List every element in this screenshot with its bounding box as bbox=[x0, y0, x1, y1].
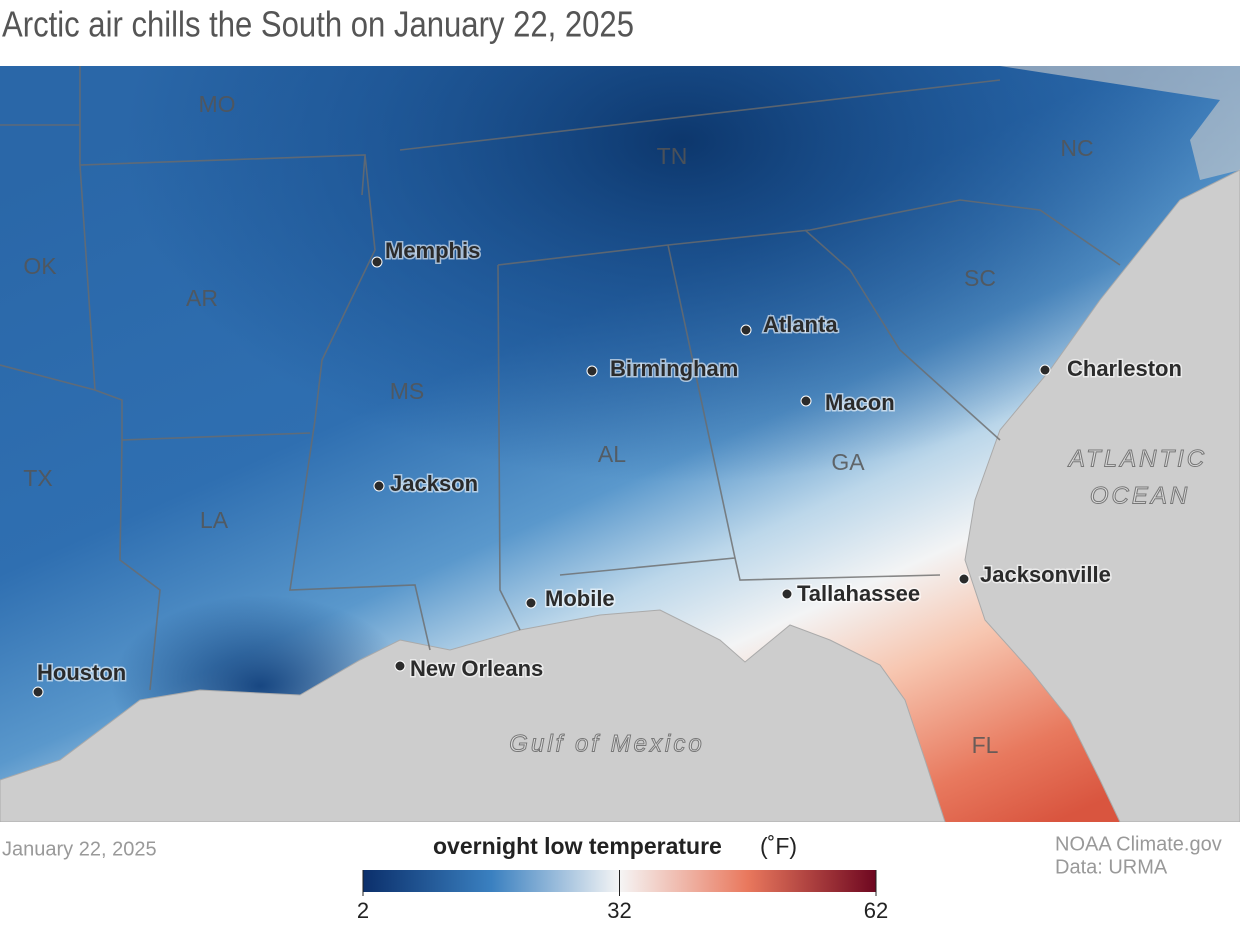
state-borders bbox=[0, 66, 1121, 691]
city-label: Mobile bbox=[545, 586, 615, 611]
city-label: Charleston bbox=[1067, 356, 1182, 381]
colorbar-tick-label: 62 bbox=[864, 898, 888, 923]
city-dot bbox=[1039, 364, 1051, 376]
state-label: MS bbox=[390, 378, 425, 404]
city-label: Atlanta bbox=[763, 312, 838, 337]
legend-title: overnight low temperature bbox=[433, 833, 722, 859]
state-label: NC bbox=[1060, 135, 1093, 161]
city-label: Jacksonville bbox=[980, 562, 1111, 587]
state-label: GA bbox=[831, 449, 865, 475]
state-label: TN bbox=[657, 143, 688, 169]
city-dot bbox=[586, 365, 598, 377]
state-label: OK bbox=[23, 253, 57, 279]
atlantic bbox=[964, 169, 1240, 822]
gulf bbox=[0, 609, 946, 822]
map bbox=[0, 66, 1240, 822]
city-dot bbox=[394, 660, 406, 672]
water-label: ATLANTIC bbox=[1067, 445, 1207, 472]
colorbar-tick-label: 32 bbox=[607, 898, 631, 923]
city-label: Macon bbox=[825, 390, 895, 415]
state-label: AL bbox=[598, 441, 626, 467]
city-label: Tallahassee bbox=[797, 581, 920, 606]
city-dot bbox=[800, 395, 812, 407]
city-dot bbox=[740, 324, 752, 336]
city-dot bbox=[525, 597, 537, 609]
state-label: AR bbox=[186, 285, 218, 311]
city-dot bbox=[371, 256, 383, 268]
city-dot bbox=[373, 480, 385, 492]
city-dot bbox=[781, 588, 793, 600]
state-label: TX bbox=[23, 465, 52, 491]
title: Arctic air chills the South on January 2… bbox=[2, 4, 634, 45]
date: January 22, 2025 bbox=[2, 838, 157, 860]
water-label: OCEAN bbox=[1090, 482, 1190, 509]
colorbar-tick-label: 2 bbox=[357, 898, 369, 923]
state-label: FL bbox=[972, 732, 999, 758]
city-label: Houston bbox=[37, 660, 126, 685]
credit: NOAA Climate.gov bbox=[1055, 833, 1222, 855]
city-label: Jackson bbox=[390, 471, 478, 496]
state-label: LA bbox=[200, 507, 229, 533]
water-label: Gulf of Mexico bbox=[509, 730, 704, 757]
state-label: MO bbox=[198, 91, 235, 117]
state-label: SC bbox=[964, 265, 996, 291]
city-label: New Orleans bbox=[410, 656, 543, 681]
city-dot bbox=[32, 686, 44, 698]
credit: Data: URMA bbox=[1055, 856, 1168, 878]
legend-unit: (˚F) bbox=[760, 833, 797, 859]
city-dot bbox=[958, 573, 970, 585]
city-label: Memphis bbox=[385, 238, 480, 263]
atlantic-north bbox=[1000, 66, 1240, 180]
city-label: Birmingham bbox=[610, 356, 738, 381]
